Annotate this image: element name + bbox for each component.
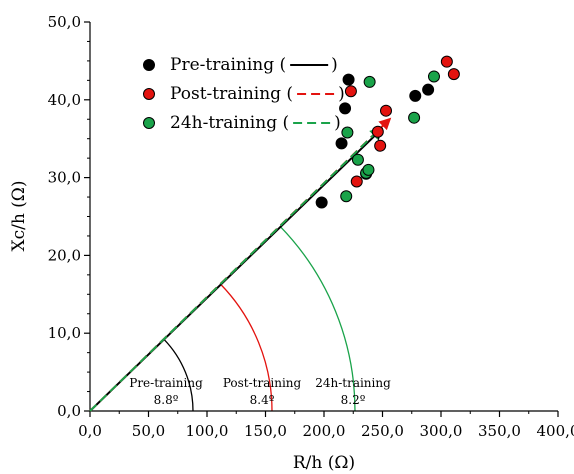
x-tick-label: 400,0 bbox=[537, 422, 574, 440]
y-tick-label: 30,0 bbox=[48, 169, 81, 187]
legend-close-paren: ) bbox=[331, 55, 338, 75]
data-point bbox=[408, 111, 421, 124]
x-axis-title: R/h (Ω) bbox=[293, 453, 355, 473]
legend-close-paren: ) bbox=[338, 84, 345, 104]
angle-label: Pre-training bbox=[129, 376, 203, 390]
x-tick-label: 200,0 bbox=[303, 422, 346, 440]
data-point bbox=[427, 70, 440, 83]
data-point bbox=[440, 55, 453, 68]
angle-labels: Pre-training 8.8º Post-training 8.4º 24h-tra… bbox=[129, 376, 391, 407]
data-point bbox=[409, 89, 422, 102]
data-point bbox=[362, 163, 375, 176]
y-tick-label: 10,0 bbox=[48, 324, 81, 342]
data-point bbox=[374, 139, 387, 152]
x-tick-label: 100,0 bbox=[186, 422, 229, 440]
angle-arcs bbox=[163, 225, 356, 412]
data-point bbox=[350, 175, 363, 188]
y-tick-label: 40,0 bbox=[48, 91, 81, 109]
data-point bbox=[344, 85, 357, 98]
data-point bbox=[371, 125, 384, 138]
y-tick-label: 20,0 bbox=[48, 246, 81, 264]
x-tick-label: 250,0 bbox=[361, 422, 404, 440]
y-axis-title: Xc/h (Ω) bbox=[9, 180, 29, 251]
angle-arc bbox=[219, 283, 273, 412]
data-point bbox=[363, 75, 376, 88]
angle-value: 8.8º bbox=[154, 393, 179, 407]
axes bbox=[89, 22, 558, 412]
x-tick-label: 150,0 bbox=[244, 422, 287, 440]
data-point bbox=[342, 73, 355, 86]
data-point bbox=[447, 68, 460, 81]
legend-marker bbox=[143, 117, 155, 129]
x-tick-label: 0,0 bbox=[78, 422, 102, 440]
legend-label: Pre-training ( bbox=[170, 55, 286, 75]
angle-label: 24h-training bbox=[315, 376, 391, 390]
legend: Pre-training () Post-training () 24h-train… bbox=[143, 55, 345, 133]
data-point bbox=[339, 102, 352, 115]
legend-label: Post-training ( bbox=[170, 84, 293, 104]
data-point bbox=[380, 104, 393, 117]
data-points bbox=[315, 55, 460, 209]
data-point bbox=[340, 190, 353, 203]
angle-arc bbox=[279, 225, 356, 412]
legend-marker bbox=[143, 88, 155, 100]
data-point bbox=[351, 153, 364, 166]
x-tick-label: 350,0 bbox=[478, 422, 521, 440]
data-point bbox=[341, 126, 354, 139]
mean-vector-2 bbox=[89, 126, 382, 412]
data-point bbox=[422, 83, 435, 96]
angle-label: Post-training bbox=[223, 376, 302, 390]
y-tick-label: 50,0 bbox=[48, 13, 81, 31]
angle-value: 8.4º bbox=[250, 393, 275, 407]
data-point bbox=[315, 196, 328, 209]
legend-label: 24h-training ( bbox=[170, 113, 289, 133]
x-tick-label: 50,0 bbox=[132, 422, 165, 440]
y-tick-label: 0,0 bbox=[57, 402, 81, 420]
legend-close-paren: ) bbox=[334, 113, 341, 133]
angle-arc bbox=[163, 338, 194, 412]
mean-vectors bbox=[89, 117, 392, 412]
ticks: 0,0 50,0 100,0 150,0 200,0 250,0 300,0 350,0 400… bbox=[48, 13, 574, 440]
data-point bbox=[335, 137, 348, 150]
legend-marker bbox=[143, 59, 155, 71]
angle-value: 8.2º bbox=[341, 393, 366, 407]
x-tick-label: 300,0 bbox=[420, 422, 463, 440]
